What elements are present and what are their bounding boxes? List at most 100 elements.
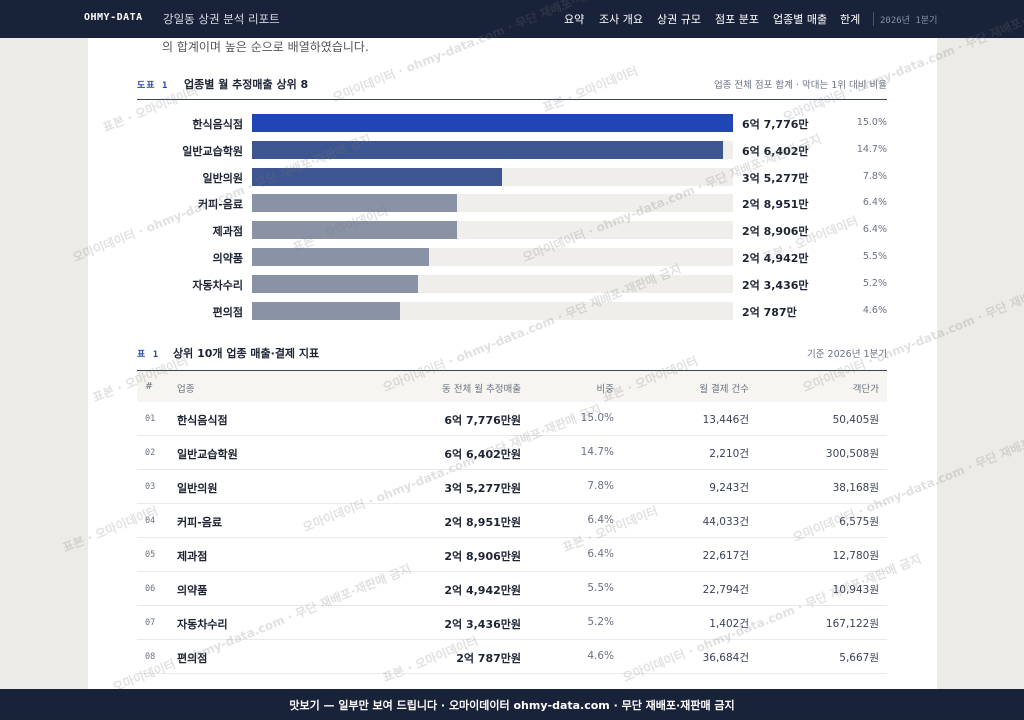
bar: [252, 301, 400, 320]
cell-sales: 3억 5,277만원: [444, 482, 521, 495]
bar-row: 한식음식점 6억 7,776만 15.0%: [137, 113, 887, 133]
bar-label: 커피-음료: [197, 198, 243, 212]
cell-industry: 일반의원: [177, 482, 218, 495]
bar-track: [252, 114, 733, 132]
figure-header: 도표 1 업종별 월 추정매출 상위 8 업종 전체 점포 합계 · 막대는 1…: [137, 76, 887, 100]
bar-share-label: 6.4%: [862, 224, 887, 236]
bar-value-label: 2억 787만: [742, 305, 797, 319]
bar: [252, 221, 457, 240]
bar-row: 제과점 2억 8,906만 6.4%: [137, 220, 887, 240]
cell-share: 6.4%: [587, 514, 614, 526]
cell-avg-price: 167,122원: [825, 618, 879, 630]
cell-share: 5.5%: [587, 582, 614, 594]
bar-track: [252, 248, 733, 266]
cell-sales: 2억 8,906만원: [444, 550, 521, 563]
bar-label: 자동차수리: [192, 278, 243, 292]
nav-item-overview[interactable]: 조사 개요: [599, 13, 643, 26]
brand-logo[interactable]: OHMY-DATA: [84, 12, 143, 23]
cell-rank: 08: [145, 652, 156, 662]
cell-rank: 04: [145, 516, 156, 526]
bar-value-label: 2억 4,942만: [742, 252, 809, 265]
bar-label: 의약품: [212, 252, 243, 265]
table-note: 기준 2026년 1분기: [807, 349, 887, 360]
period-label: 2026년 1분기: [880, 16, 938, 26]
bar-value-label: 3억 5,277만: [742, 171, 809, 185]
bar: [252, 194, 457, 213]
bar-share-label: 5.5%: [862, 251, 887, 262]
cell-industry: 자동차수리: [177, 618, 228, 631]
bar-share-label: 15.0%: [856, 117, 887, 128]
table-title: 상위 10개 업종 매출·결제 지표: [173, 347, 320, 360]
cell-share: 4.6%: [587, 650, 614, 662]
cell-count: 44,033건: [702, 516, 749, 528]
cell-sales: 2억 3,436만원: [444, 618, 521, 631]
cell-count: 22,794건: [702, 584, 749, 596]
cell-avg-price: 10,943원: [832, 584, 879, 596]
figure-rule: [137, 99, 887, 100]
cell-count: 13,446건: [702, 414, 749, 426]
nav-item-sales-by-industry[interactable]: 업종별 매출: [773, 13, 828, 26]
table-row: 01 한식음식점 6억 7,776만원 15.0% 13,446건 50,405원: [137, 402, 887, 436]
bar-value-label: 2억 8,906만: [742, 225, 809, 239]
cell-sales: 2억 787만원: [456, 652, 521, 665]
cell-industry: 커피-음료: [177, 516, 223, 529]
bar-track: [252, 221, 733, 240]
nav-item-summary[interactable]: 요약: [564, 13, 585, 26]
bar: [252, 274, 418, 293]
cell-avg-price: 12,780원: [832, 550, 879, 562]
cell-rank: 07: [145, 618, 156, 628]
bar-track: [252, 167, 733, 186]
bar-row: 커피-음료 2억 8,951만 6.4%: [137, 193, 887, 213]
top-navbar: OHMY-DATA 강일동 상권 분석 리포트 요약 조사 개요 상권 규모 점…: [0, 0, 1024, 38]
table-row: 06 의약품 2억 4,942만원 5.5% 22,794건 10,943원: [137, 572, 887, 606]
cell-avg-price: 300,508원: [825, 448, 879, 460]
bar-share-label: 5.2%: [862, 277, 887, 289]
cell-industry: 편의점: [177, 652, 208, 665]
cell-rank: 06: [145, 584, 156, 594]
bar-label: 일반의원: [202, 171, 243, 185]
bar-share-label: 6.4%: [862, 197, 887, 209]
banner-text: 맛보기 — 일부만 보여 드립니다 · 오마이데이터 ohmy-data.com…: [289, 699, 735, 712]
col-header-industry: 업종: [177, 384, 195, 395]
col-header-sales: 동 전체 월 추정매출: [442, 384, 521, 395]
cell-sales: 6억 6,402만원: [444, 448, 521, 461]
bar-value-label: 6억 6,402만: [742, 144, 809, 158]
bar-row: 일반교습학원 6억 6,402만 14.7%: [137, 140, 887, 160]
nav-item-store-distribution[interactable]: 점포 분포: [715, 13, 759, 26]
table-head-row: # 업종 동 전체 월 추정매출 비중 월 결제 건수 객단가: [137, 370, 887, 402]
intro-paragraph: 의 합계이며 높은 순으로 배열하였습니다.: [162, 40, 369, 54]
bar-label: 편의점: [212, 305, 243, 319]
bar-label: 일반교습학원: [182, 144, 243, 158]
bar: [252, 114, 733, 132]
cell-count: 1,402건: [709, 618, 749, 630]
cell-avg-price: 38,168원: [832, 482, 879, 494]
bar-value-label: 2억 8,951만: [742, 198, 809, 212]
cell-share: 5.2%: [587, 616, 614, 628]
col-header-count: 월 결제 건수: [699, 384, 749, 395]
nav-item-limitations[interactable]: 한계: [840, 13, 861, 26]
bar-label: 제과점: [212, 225, 243, 239]
nav-item-market-size[interactable]: 상권 규모: [657, 13, 701, 26]
preview-banner: 맛보기 — 일부만 보여 드립니다 · 오마이데이터 ohmy-data.com…: [0, 689, 1024, 720]
bar-track: [252, 274, 733, 293]
bar-row: 자동차수리 2억 3,436만 5.2%: [137, 274, 887, 294]
nav-divider: [873, 12, 874, 26]
cell-industry: 한식음식점: [177, 414, 228, 427]
bar-share-label: 4.6%: [862, 304, 887, 316]
cell-sales: 2억 8,951만원: [444, 516, 521, 529]
bar-track: [252, 140, 733, 159]
bar-row: 일반의원 3억 5,277만 7.8%: [137, 167, 887, 187]
bar-row: 편의점 2억 787만 4.6%: [137, 301, 887, 321]
cell-count: 36,684건: [702, 652, 749, 664]
bar-value-label: 6억 7,776만: [742, 118, 809, 131]
cell-rank: 03: [145, 482, 156, 492]
figure-note: 업종 전체 점포 합계 · 막대는 1위 대비 비율: [713, 80, 887, 91]
table-row: 02 일반교습학원 6억 6,402만원 14.7% 2,210건 300,508원: [137, 436, 887, 470]
cell-count: 2,210건: [709, 448, 749, 460]
bar-share-label: 7.8%: [862, 170, 887, 182]
cell-avg-price: 5,667원: [839, 652, 879, 664]
cell-share: 14.7%: [580, 446, 614, 458]
report-title: 강일동 상권 분석 리포트: [163, 12, 280, 26]
cell-avg-price: 50,405원: [832, 414, 879, 426]
cell-share: 6.4%: [587, 548, 614, 560]
